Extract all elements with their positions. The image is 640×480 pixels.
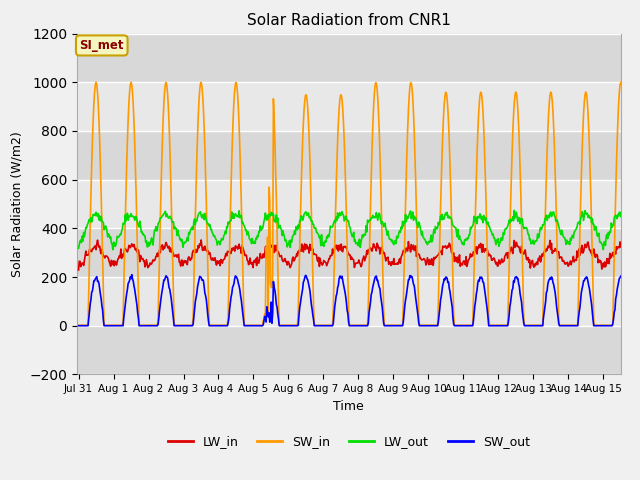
Bar <box>77 228 621 277</box>
LW_out <box>77 237 84 243</box>
SW_out <box>77 323 84 329</box>
SW_in <box>327 323 335 328</box>
LW_out <box>75 245 83 251</box>
LW_in <box>477 245 485 251</box>
Line: LW_in: LW_in <box>79 240 621 270</box>
LW_in <box>307 247 314 253</box>
SW_in <box>617 79 625 85</box>
LW_out <box>477 216 485 222</box>
SW_in <box>477 90 485 96</box>
Title: Solar Radiation from CNR1: Solar Radiation from CNR1 <box>247 13 451 28</box>
LW_in <box>150 258 158 264</box>
SW_in <box>77 323 84 328</box>
LW_in <box>617 244 625 250</box>
LW_in <box>75 267 83 273</box>
LW_in <box>197 237 205 243</box>
SW_in <box>257 323 265 328</box>
SW_out <box>617 273 625 279</box>
SW_in <box>75 323 83 328</box>
SW_out <box>128 272 136 277</box>
X-axis label: Time: Time <box>333 400 364 413</box>
Line: SW_out: SW_out <box>79 275 621 326</box>
Bar <box>77 34 621 82</box>
Bar <box>77 326 621 374</box>
SW_out <box>477 274 485 280</box>
SW_out <box>327 323 335 329</box>
LW_out <box>465 236 472 241</box>
Y-axis label: Solar Radiation (W/m2): Solar Radiation (W/m2) <box>11 131 24 277</box>
LW_in <box>465 257 472 263</box>
Line: SW_in: SW_in <box>79 82 621 325</box>
LW_out <box>109 247 116 252</box>
Bar <box>77 277 621 326</box>
SW_out <box>307 294 314 300</box>
Legend: LW_in, SW_in, LW_out, SW_out: LW_in, SW_in, LW_out, SW_out <box>163 431 535 453</box>
Text: SI_met: SI_met <box>79 39 124 52</box>
Line: LW_out: LW_out <box>79 210 621 250</box>
LW_out <box>151 228 159 234</box>
Bar <box>77 131 621 180</box>
SW_in <box>465 323 472 328</box>
Bar <box>77 82 621 131</box>
LW_out <box>327 224 335 230</box>
LW_in <box>77 264 84 270</box>
SW_out <box>151 323 159 329</box>
LW_out <box>511 207 518 213</box>
Bar <box>77 180 621 228</box>
SW_in <box>307 182 314 188</box>
LW_out <box>617 214 625 219</box>
SW_out <box>465 323 472 329</box>
SW_out <box>75 323 83 329</box>
SW_in <box>150 323 158 328</box>
LW_out <box>307 216 314 222</box>
LW_in <box>327 253 335 259</box>
